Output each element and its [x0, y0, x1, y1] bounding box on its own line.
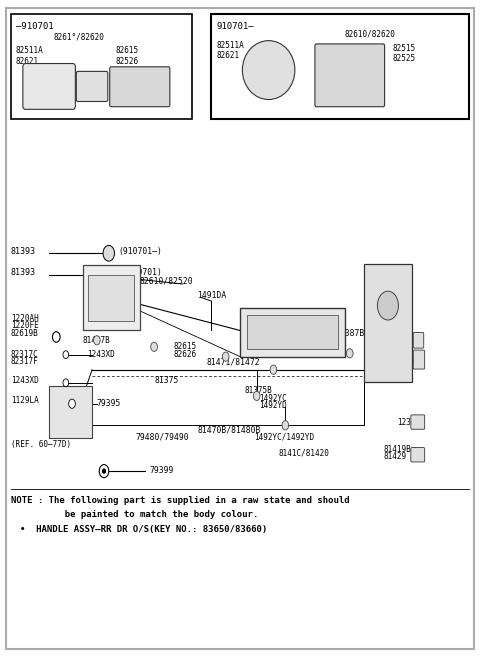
Text: 81419B: 81419B: [383, 445, 411, 454]
Text: 81375: 81375: [154, 376, 179, 386]
Text: (–910701): (–910701): [118, 269, 162, 277]
Text: 83650/33660: 83650/33660: [274, 314, 327, 323]
Text: 82525: 82525: [393, 55, 416, 64]
Text: 1243XD: 1243XD: [87, 350, 115, 359]
Text: 82511A: 82511A: [16, 46, 44, 55]
Circle shape: [347, 349, 353, 358]
Text: 82317C: 82317C: [11, 350, 39, 359]
Circle shape: [63, 351, 69, 359]
Text: 1017CB: 1017CB: [364, 348, 392, 357]
Text: 82619B: 82619B: [11, 328, 39, 338]
Text: 82317F: 82317F: [11, 357, 39, 367]
Text: 82511A: 82511A: [216, 41, 244, 51]
Text: 1232HE: 1232HE: [397, 419, 425, 427]
Text: 81355B: 81355B: [393, 357, 420, 367]
Text: 82626: 82626: [173, 350, 196, 359]
Bar: [11, 14, 192, 119]
FancyBboxPatch shape: [411, 447, 425, 462]
FancyBboxPatch shape: [76, 72, 108, 101]
Text: 81393: 81393: [11, 247, 36, 256]
FancyBboxPatch shape: [315, 44, 384, 106]
Circle shape: [270, 365, 277, 374]
Text: 81470B/81480B: 81470B/81480B: [197, 425, 261, 434]
Circle shape: [69, 399, 75, 408]
Text: 81393: 81393: [11, 269, 36, 277]
Text: 1492YC/1492YD: 1492YC/1492YD: [254, 432, 314, 442]
Text: 81387B: 81387B: [336, 328, 365, 338]
Circle shape: [282, 420, 288, 430]
Text: 8261°/82620: 8261°/82620: [54, 33, 105, 42]
Text: 82621: 82621: [216, 51, 239, 60]
Circle shape: [103, 246, 115, 261]
Text: –910701: –910701: [16, 22, 53, 31]
Text: 8141C/81420: 8141C/81420: [278, 448, 329, 457]
Circle shape: [94, 336, 100, 345]
Text: 1220FE: 1220FE: [11, 321, 39, 330]
Text: 1492YD: 1492YD: [259, 401, 287, 409]
Text: (REF. 60–77D): (REF. 60–77D): [11, 440, 71, 449]
FancyBboxPatch shape: [110, 67, 170, 106]
Text: 1492YC: 1492YC: [259, 394, 287, 403]
FancyBboxPatch shape: [23, 64, 75, 109]
Circle shape: [151, 342, 157, 351]
Ellipse shape: [242, 41, 295, 99]
Circle shape: [52, 332, 60, 342]
Text: be painted to match the body colour.: be painted to match the body colour.: [11, 510, 258, 520]
Text: 82615: 82615: [173, 342, 196, 351]
Text: 82615: 82615: [116, 46, 139, 55]
Text: 82526: 82526: [116, 57, 139, 66]
Text: 82621: 82621: [16, 57, 39, 66]
FancyBboxPatch shape: [413, 332, 424, 348]
Bar: [364, 264, 412, 382]
Text: (910701–): (910701–): [118, 247, 162, 256]
Text: 1491DA: 1491DA: [197, 291, 226, 300]
Text: 81350B: 81350B: [393, 335, 420, 344]
Circle shape: [222, 352, 229, 361]
Text: 79395: 79395: [97, 399, 121, 408]
FancyBboxPatch shape: [411, 415, 425, 429]
Circle shape: [253, 392, 260, 401]
Bar: [247, 315, 338, 349]
Text: 79480/79490: 79480/79490: [135, 432, 189, 442]
Text: 1129EC: 1129EC: [250, 351, 277, 361]
Text: 1243XD: 1243XD: [11, 376, 39, 386]
Text: 1220AH: 1220AH: [11, 314, 39, 323]
Text: 82515: 82515: [393, 44, 416, 53]
Text: 81487B: 81487B: [83, 336, 110, 345]
Text: 79399: 79399: [149, 466, 174, 475]
Bar: [83, 265, 140, 330]
Text: 82610/82620: 82610/82620: [345, 30, 396, 39]
Text: 1129EB: 1129EB: [250, 344, 277, 353]
Text: 82610/82520: 82610/82520: [140, 277, 193, 286]
Text: 82671/826B1: 82671/826B1: [245, 328, 299, 338]
Circle shape: [63, 379, 69, 387]
Circle shape: [377, 291, 398, 320]
Text: 1129LA: 1129LA: [11, 396, 39, 405]
Text: •  HANDLE ASSY–RR DR O/S(KEY NO.: 83650/83660): • HANDLE ASSY–RR DR O/S(KEY NO.: 83650/8…: [21, 525, 268, 534]
Text: 81375B: 81375B: [245, 386, 273, 395]
Text: NOTE : The following part is supplied in a raw state and should: NOTE : The following part is supplied in…: [11, 496, 349, 505]
Bar: [88, 275, 134, 321]
Bar: [49, 386, 92, 438]
Text: 910701–: 910701–: [216, 22, 254, 31]
Circle shape: [103, 469, 106, 473]
Text: 81429: 81429: [383, 451, 406, 461]
Bar: [211, 14, 469, 119]
Text: 81471/81472: 81471/81472: [206, 357, 260, 367]
Circle shape: [99, 464, 109, 478]
FancyBboxPatch shape: [413, 350, 425, 369]
Bar: [240, 307, 345, 357]
